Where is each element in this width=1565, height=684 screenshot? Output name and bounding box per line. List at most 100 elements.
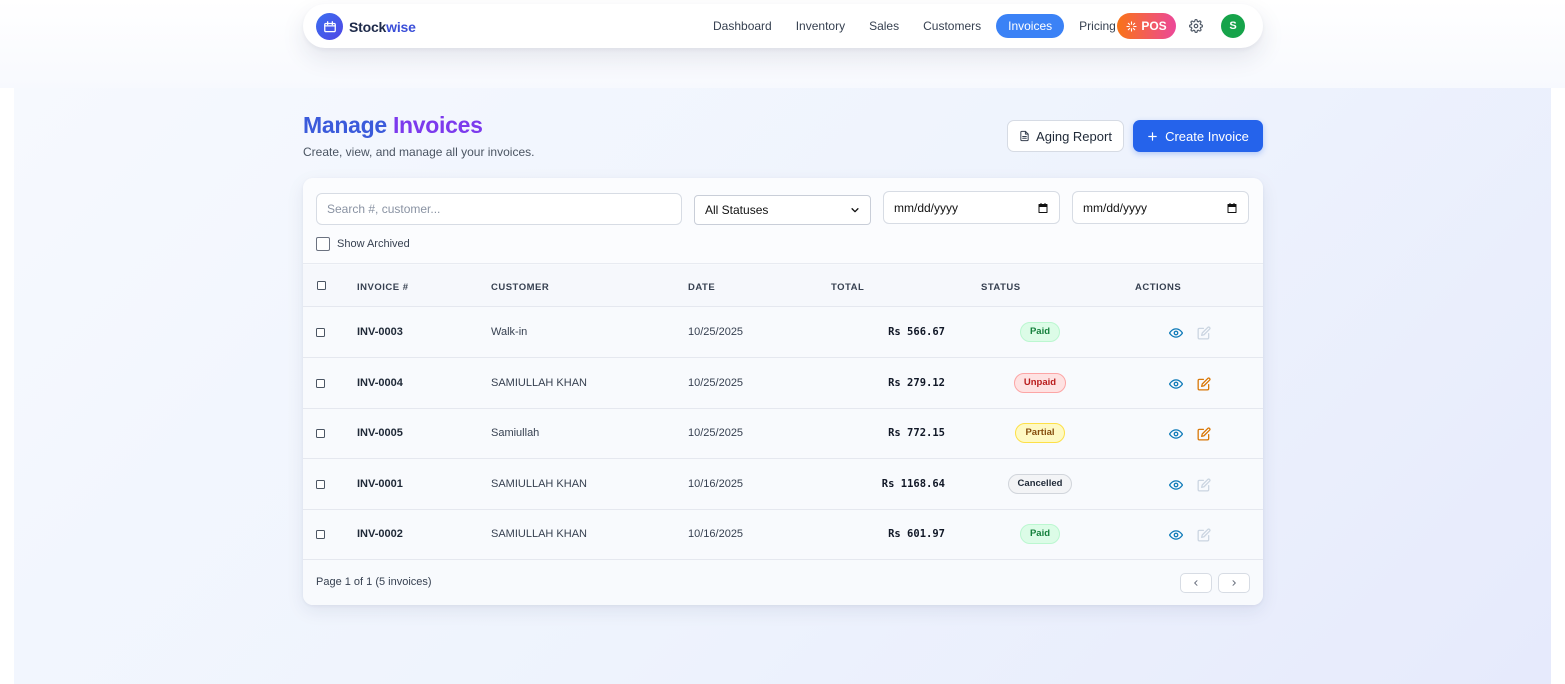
table-row[interactable]: INV-0003 Walk-in 10/25/2025 Rs 566.67 Paid <box>303 308 1263 358</box>
invoice-total: Rs 1168.64 <box>881 477 945 490</box>
nav-link-pricing[interactable]: Pricing <box>1079 19 1116 33</box>
customer-name: SAMIULLAH KHAN <box>491 528 587 540</box>
sparkle-icon <box>1126 20 1137 32</box>
brand-name-prefix: Stock <box>349 18 387 35</box>
table-row[interactable]: INV-0005 Samiullah 10/25/2025 Rs 772.15 Part… <box>303 409 1263 459</box>
customer-name: SAMIULLAH KHAN <box>491 376 587 389</box>
table-row[interactable]: INV-0004 SAMIULLAH KHAN 10/25/2025 Rs 279.1… <box>303 358 1263 409</box>
invoice-total: Rs 566.67 <box>888 326 945 338</box>
eye-icon[interactable] <box>1169 427 1183 441</box>
prev-page-button[interactable] <box>1180 573 1212 593</box>
invoice-total: Rs 601.97 <box>888 528 945 540</box>
invoice-date: 10/25/2025 <box>688 326 744 338</box>
status-select-value: All Statuses <box>705 203 769 217</box>
show-archived-checkbox[interactable] <box>316 237 330 251</box>
select-all-checkbox[interactable] <box>317 281 326 290</box>
store-icon <box>316 13 343 40</box>
document-icon <box>1020 130 1029 142</box>
date-to-input[interactable]: mm/dd/yyyy <box>1072 191 1249 224</box>
page-subtitle: Create, view, and manage all your invoic… <box>303 145 535 159</box>
nav-link-customers[interactable]: Customers <box>923 19 982 33</box>
calendar-icon[interactable] <box>1037 202 1049 214</box>
eye-icon[interactable] <box>1169 377 1183 391</box>
row-checkbox[interactable] <box>316 530 325 539</box>
gear-icon[interactable] <box>1189 19 1203 33</box>
chevron-down-icon <box>851 208 859 213</box>
invoice-total: Rs 279.12 <box>888 376 945 389</box>
invoice-date: 10/16/2025 <box>688 477 744 490</box>
pos-label: POS <box>1141 19 1167 33</box>
eye-icon[interactable] <box>1169 326 1183 340</box>
customer-name: Samiullah <box>491 427 540 439</box>
nav-link-inventory[interactable]: Inventory <box>795 19 846 33</box>
status-badge: Partial <box>1015 423 1065 443</box>
col-date[interactable]: DATE <box>688 282 716 293</box>
page-title: Manage Invoices <box>303 112 483 139</box>
pagination-info: Page 1 of 1 (5 invoices) <box>316 576 432 588</box>
invoice-date: 10/25/2025 <box>688 427 744 439</box>
row-checkbox[interactable] <box>316 429 325 438</box>
edit-icon <box>1197 477 1211 491</box>
show-archived-toggle[interactable]: Show Archived <box>316 237 410 251</box>
col-customer[interactable]: CUSTOMER <box>491 282 550 293</box>
invoice-number[interactable]: INV-0002 <box>357 528 403 540</box>
date-from-input[interactable]: mm/dd/yyyy <box>883 191 1060 224</box>
edit-icon[interactable] <box>1197 376 1211 391</box>
aging-report-button[interactable]: Aging Report <box>1007 120 1124 152</box>
invoices-card: All Statuses mm/dd/yyyy mm/dd/yyyy Show … <box>303 178 1263 605</box>
invoice-number[interactable]: INV-0003 <box>357 326 403 338</box>
plus-icon <box>1148 131 1157 141</box>
show-archived-label: Show Archived <box>337 238 410 250</box>
status-badge: Paid <box>1019 524 1061 544</box>
chevron-right-icon <box>1232 580 1236 586</box>
nav-link-invoices[interactable]: Invoices <box>996 14 1065 38</box>
avatar[interactable]: S <box>1221 14 1245 38</box>
eye-icon[interactable] <box>1169 478 1183 492</box>
calendar-icon[interactable] <box>1226 202 1238 214</box>
status-cell: Paid <box>980 524 1100 544</box>
date-to-placeholder: mm/dd/yyyy <box>1083 200 1148 215</box>
top-navbar: Stockwise Dashboard Inventory Sales Custome… <box>303 4 1263 48</box>
invoice-number[interactable]: INV-0004 <box>357 376 403 389</box>
invoice-date: 10/25/2025 <box>688 376 744 389</box>
row-checkbox[interactable] <box>316 378 325 388</box>
edit-icon <box>1197 326 1211 340</box>
customer-name: Walk-in <box>491 326 528 338</box>
nav-link-sales[interactable]: Sales <box>869 19 900 33</box>
status-badge: Unpaid <box>1013 372 1067 393</box>
page-title-part1: Manage <box>303 112 387 138</box>
invoice-date: 10/16/2025 <box>688 528 744 540</box>
edit-icon[interactable] <box>1197 427 1211 441</box>
nav-link-dashboard[interactable]: Dashboard <box>713 19 772 33</box>
status-cell: Cancelled <box>980 473 1100 494</box>
brand-name: Stockwise <box>349 19 416 35</box>
status-select[interactable]: All Statuses <box>694 195 871 225</box>
page-title-part2: Invoices <box>392 112 483 138</box>
search-input[interactable] <box>316 193 682 225</box>
table-header: INVOICE # CUSTOMER DATE TOTAL STATUS ACT… <box>303 265 1263 307</box>
status-cell: Partial <box>980 423 1100 443</box>
status-badge: Paid <box>1019 322 1061 342</box>
row-checkbox[interactable] <box>316 479 325 489</box>
eye-icon[interactable] <box>1169 528 1183 542</box>
table-row[interactable]: INV-0001 SAMIULLAH KHAN 10/16/2025 Rs 1168.… <box>303 459 1263 510</box>
table-row[interactable]: INV-0002 SAMIULLAH KHAN 10/16/2025 Rs 601.9… <box>303 510 1263 560</box>
pos-button[interactable]: POS <box>1117 13 1176 39</box>
brand[interactable]: Stockwise <box>316 13 416 40</box>
pagination-bar: Page 1 of 1 (5 invoices) <box>303 560 1263 605</box>
nav-links: Dashboard Inventory Sales Customers Invoices… <box>701 14 1128 38</box>
status-badge: Cancelled <box>1007 473 1073 494</box>
invoice-total: Rs 772.15 <box>888 427 945 439</box>
col-invoice[interactable]: INVOICE # <box>357 282 409 293</box>
col-total[interactable]: TOTAL <box>831 282 865 293</box>
next-page-button[interactable] <box>1218 573 1250 593</box>
brand-name-suffix: wise <box>386 18 416 35</box>
col-status[interactable]: STATUS <box>981 282 1021 293</box>
edit-icon <box>1197 528 1211 542</box>
customer-name: SAMIULLAH KHAN <box>491 477 587 490</box>
create-invoice-button[interactable]: Create Invoice <box>1133 120 1263 152</box>
invoice-number[interactable]: INV-0005 <box>357 427 403 439</box>
invoice-number[interactable]: INV-0001 <box>357 477 403 490</box>
chevron-left-icon <box>1194 580 1198 586</box>
row-checkbox[interactable] <box>316 328 325 337</box>
